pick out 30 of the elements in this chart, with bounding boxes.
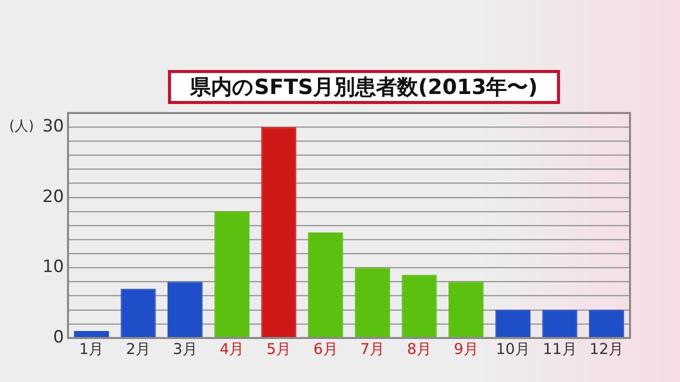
bar (74, 330, 109, 338)
x-tick-label: 7月 (360, 340, 385, 358)
bar (168, 282, 203, 338)
x-tick-label: 8月 (406, 340, 432, 358)
y-axis-title: (人) (9, 118, 34, 135)
bar (354, 268, 390, 338)
bar (308, 232, 344, 338)
chart-title: 県内のSFTS月別患者数(2013年〜) (168, 70, 560, 104)
x-tick-label: 6月 (313, 340, 338, 358)
x-tick-label: 11月 (542, 340, 577, 358)
y-tick-label: 20 (42, 186, 64, 207)
y-tick-label: 0 (53, 327, 64, 348)
bar (214, 211, 250, 338)
x-tick-label: 12月 (590, 340, 624, 358)
x-tick-label: 5月 (266, 340, 292, 358)
x-tick-label: 3月 (172, 340, 198, 358)
x-tick-label: 1月 (79, 340, 104, 358)
bar (120, 288, 156, 338)
bar (589, 310, 624, 338)
x-tick-label: 2月 (126, 340, 151, 358)
y-tick-label: 10 (42, 257, 64, 278)
y-tick-label: 30 (42, 116, 64, 136)
x-tick-label: 9月 (454, 340, 478, 358)
bar (402, 274, 437, 338)
bar (261, 127, 296, 338)
bar (495, 310, 530, 338)
x-tick-label: 10月 (496, 340, 530, 358)
bar (542, 310, 578, 338)
bar (448, 282, 484, 338)
x-tick-label: 4月 (220, 340, 244, 358)
